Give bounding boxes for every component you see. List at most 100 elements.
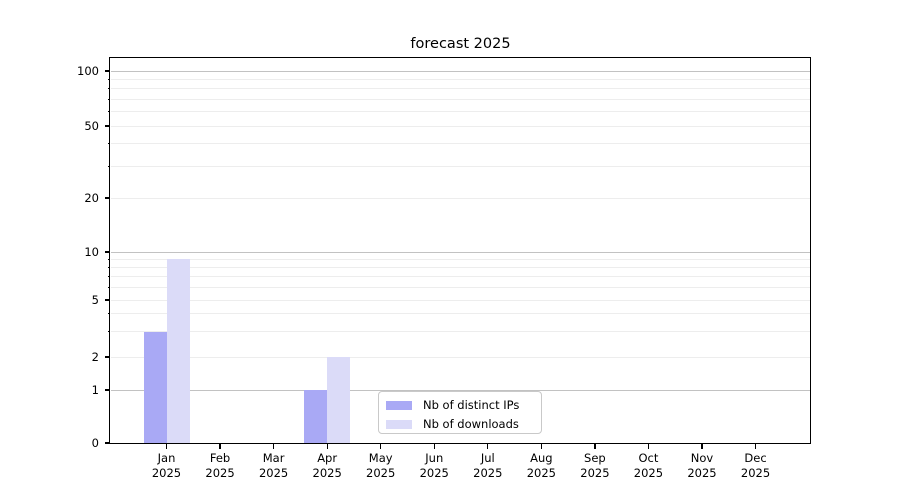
gridline-minor-50 — [111, 125, 810, 127]
gridline-minor-6 — [111, 286, 810, 288]
y-minor-tick-mark-6 — [107, 286, 111, 288]
gridline-minor-20 — [111, 197, 810, 199]
x-tick-month: Sep — [584, 451, 606, 465]
legend: Nb of distinct IPs Nb of downloads — [378, 391, 542, 434]
gridline-minor-30 — [111, 165, 810, 167]
x-tick-label-apr-2025: Apr 2025 — [297, 451, 357, 480]
x-tick-year: 2025 — [473, 465, 503, 480]
x-tick-year: 2025 — [205, 465, 235, 480]
x-tick-year: 2025 — [258, 465, 289, 480]
bar-downloads-apr — [327, 357, 351, 443]
gridline-major-10 — [111, 251, 810, 253]
gridline-minor-80 — [111, 88, 810, 90]
x-tick-month: Jan — [157, 451, 176, 465]
x-tick-mark-jun — [433, 444, 435, 449]
y-minor-tick-mark-50 — [107, 125, 111, 127]
x-tick-year: 2025 — [312, 465, 342, 480]
bar-distinct-ips-jan — [143, 331, 167, 443]
x-tick-year: 2025 — [526, 465, 556, 480]
gridline-major-1 — [111, 389, 810, 391]
gridline-minor-5 — [111, 299, 810, 301]
y-tick-label-0: 0 — [91, 436, 99, 450]
gridline-major-100 — [111, 70, 810, 72]
x-tick-mark-feb — [219, 444, 221, 449]
y-minor-tick-mark-40 — [107, 143, 111, 145]
gridline-minor-9 — [111, 258, 810, 260]
gridline-minor-70 — [111, 98, 810, 100]
y-tick-label-10: 10 — [84, 245, 99, 259]
y-minor-tick-mark-2 — [107, 356, 111, 358]
x-tick-label-feb-2025: Feb 2025 — [190, 451, 250, 480]
x-tick-label-sep-2025: Sep 2025 — [565, 451, 625, 480]
y-tick-mark-100 — [105, 70, 110, 72]
bar-distinct-ips-apr — [304, 390, 328, 443]
x-tick-mark-aug — [540, 444, 542, 449]
legend-item-distinct-ips: Nb of distinct IPs — [386, 398, 541, 413]
y-minor-tick-mark-7 — [107, 276, 111, 278]
y-tick-mark-10 — [105, 251, 110, 253]
y-tick-label-100: 100 — [77, 64, 99, 78]
x-tick-month: Jun — [425, 451, 444, 465]
y-minor-tick-mark-20 — [107, 197, 111, 199]
x-tick-mark-mar — [272, 444, 275, 449]
plot-area-border — [109, 57, 811, 444]
gridline-minor-8 — [111, 266, 810, 268]
y-tick-label-20: 20 — [84, 191, 99, 205]
x-tick-year: 2025 — [580, 465, 610, 480]
y-minor-tick-mark-60 — [107, 111, 111, 113]
x-tick-mark-may — [380, 444, 382, 449]
legend-swatch-distinct-ips — [386, 401, 412, 410]
gridline-minor-3 — [111, 331, 810, 333]
x-tick-mark-jan — [165, 444, 168, 449]
x-tick-year: 2025 — [687, 465, 717, 480]
y-tick-label-1: 1 — [91, 383, 99, 397]
x-tick-label-jul-2025: Jul 2025 — [458, 451, 518, 480]
x-tick-mark-apr — [326, 444, 328, 449]
x-tick-year: 2025 — [740, 465, 771, 480]
x-tick-month: May — [368, 451, 393, 465]
y-minor-tick-mark-80 — [107, 88, 111, 90]
gridline-minor-60 — [111, 111, 810, 113]
x-tick-month: Dec — [744, 451, 767, 465]
gridline-minor-90 — [111, 78, 810, 80]
x-tick-label-dec-2025: Dec 2025 — [726, 451, 786, 480]
x-tick-mark-dec — [754, 444, 757, 449]
x-tick-label-jan-2025: Jan 2025 — [137, 451, 197, 480]
y-tick-mark-1 — [105, 389, 110, 391]
y-minor-tick-mark-30 — [107, 165, 111, 167]
x-tick-label-oct-2025: Oct 2025 — [618, 451, 678, 480]
x-tick-year: 2025 — [366, 465, 396, 480]
chart-title: forecast 2025 — [410, 36, 511, 52]
y-tick-label-50: 50 — [84, 119, 99, 133]
x-tick-month: Nov — [690, 451, 714, 465]
legend-item-downloads: Nb of downloads — [386, 417, 541, 432]
x-tick-year: 2025 — [419, 465, 449, 480]
legend-label-downloads: Nb of downloads — [423, 417, 519, 431]
y-tick-mark-0 — [105, 442, 110, 444]
x-tick-label-may-2025: May 2025 — [351, 451, 411, 480]
y-minor-tick-mark-90 — [107, 78, 111, 80]
gridline-minor-4 — [111, 313, 810, 315]
y-minor-tick-mark-9 — [107, 258, 111, 260]
x-tick-mark-oct — [647, 444, 650, 449]
x-tick-month: Mar — [262, 451, 285, 465]
x-tick-year: 2025 — [151, 465, 182, 480]
bar-downloads-jan — [166, 259, 190, 443]
x-tick-month: Feb — [209, 451, 231, 465]
x-tick-label-nov-2025: Nov 2025 — [672, 451, 732, 480]
legend-swatch-downloads — [386, 420, 412, 429]
gridline-minor-2 — [111, 356, 810, 358]
x-tick-month: Jul — [480, 451, 495, 465]
y-tick-label-2: 2 — [91, 350, 99, 364]
x-tick-year: 2025 — [633, 465, 664, 480]
y-tick-label-5: 5 — [91, 293, 99, 307]
x-tick-mark-sep — [594, 444, 596, 449]
y-minor-tick-mark-3 — [107, 331, 111, 333]
y-minor-tick-mark-5 — [107, 299, 111, 301]
y-minor-tick-mark-4 — [107, 313, 111, 315]
y-minor-tick-mark-70 — [107, 98, 111, 100]
x-tick-month: Oct — [638, 451, 659, 465]
x-tick-mark-nov — [701, 444, 703, 449]
x-tick-month: Aug — [530, 451, 553, 465]
